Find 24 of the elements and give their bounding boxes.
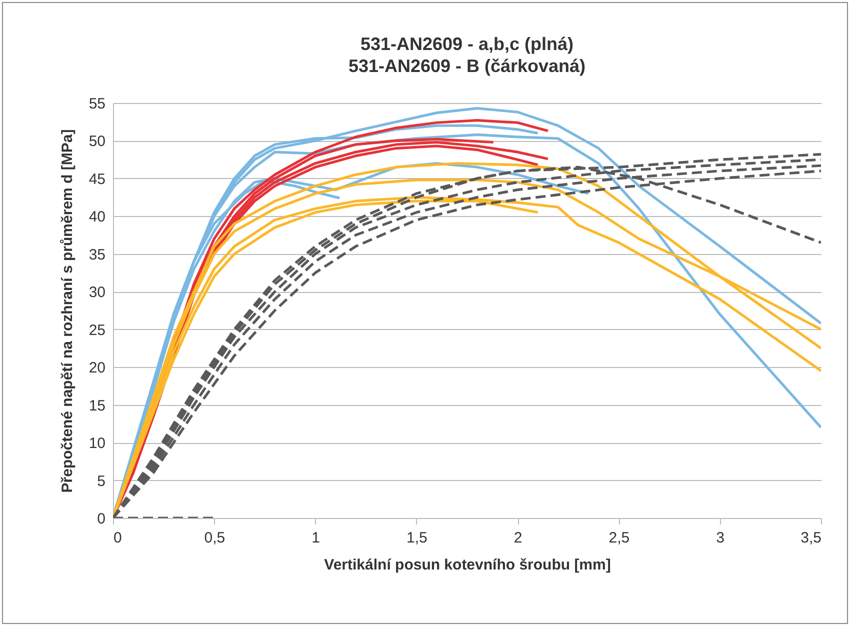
x-tick-label: 2: [514, 530, 522, 546]
x-tick-label: 0: [114, 530, 122, 546]
y-tick-label: 10: [88, 435, 106, 452]
x-tick-label: 0,5: [204, 530, 226, 546]
y-tick-label: 25: [88, 322, 106, 339]
y-tick-label: 0: [97, 510, 106, 528]
chart-title: 531-AN2609 - a,b,c (plná): [360, 34, 574, 54]
y-tick-label: 40: [88, 208, 106, 226]
chart-subtitle: 531-AN2609 - B (čárkovaná): [348, 56, 586, 76]
x-axis-title: Vertikální posun kotevního šroubu [mm]: [324, 556, 611, 574]
x-tick-label: 1,5: [406, 530, 428, 546]
y-tick-label: 15: [88, 397, 106, 414]
x-tick-label: 3,5: [800, 530, 822, 546]
y-tick-label: 50: [88, 133, 106, 150]
x-tick-label: 2,5: [608, 530, 630, 546]
y-tick-label: 30: [88, 284, 106, 302]
y-tick-label: 20: [88, 360, 106, 377]
y-tick-label: 45: [88, 170, 106, 188]
y-tick-label: 55: [88, 96, 106, 112]
x-tick-label: 1: [312, 530, 320, 546]
y-tick-label: 5: [97, 472, 106, 490]
y-tick-label: 35: [88, 246, 106, 264]
x-tick-label: 3: [716, 530, 725, 546]
y-axis-title: Přepočtené napětí na rozhraní s průměrem d [MPa]: [58, 129, 76, 493]
